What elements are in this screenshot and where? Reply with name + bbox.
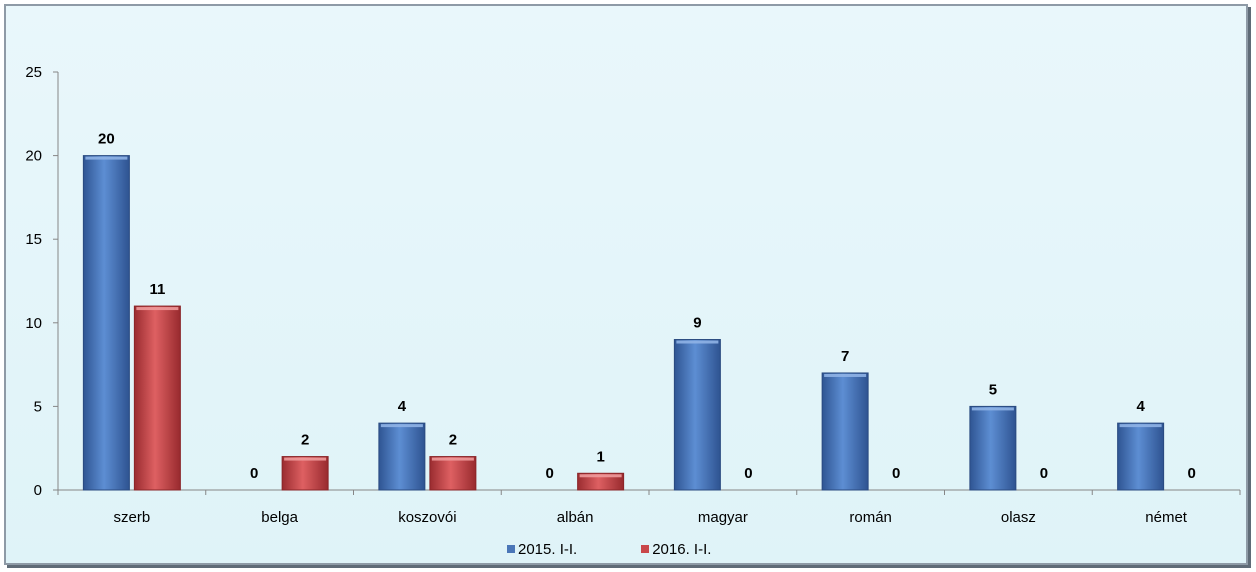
bar-2015 — [82, 155, 130, 491]
category-label: koszovói — [398, 509, 456, 526]
bar-2016 — [281, 456, 329, 491]
bar-2015 — [821, 372, 869, 491]
bar-2015 — [1117, 422, 1165, 491]
bar-highlight — [824, 373, 867, 377]
bar-highlight — [431, 457, 474, 461]
data-label: 4 — [1136, 398, 1145, 415]
y-tick-label: 5 — [34, 398, 42, 415]
data-label: 0 — [744, 465, 752, 482]
bar-2016 — [429, 456, 477, 491]
y-tick-label: 10 — [25, 315, 42, 332]
bar-2016 — [133, 305, 181, 491]
y-tick-label: 0 — [34, 482, 42, 499]
y-tick-label: 20 — [25, 148, 42, 165]
category-label: román — [849, 509, 892, 526]
category-label: magyar — [698, 509, 748, 526]
legend-swatch-2015 — [507, 545, 515, 553]
bar-highlight — [136, 307, 179, 311]
bar-2015 — [673, 339, 721, 491]
bar-2016 — [577, 472, 625, 491]
data-label: 4 — [398, 398, 407, 415]
bar-2015 — [969, 405, 1017, 491]
legend-item-2016: 2016. I-I. — [641, 540, 711, 558]
data-label: 1 — [596, 448, 604, 465]
bar-2015 — [378, 422, 426, 491]
data-label: 0 — [892, 465, 900, 482]
bar-highlight — [676, 340, 719, 344]
data-label: 2 — [449, 432, 457, 449]
y-tick-label: 25 — [25, 64, 42, 81]
data-label: 2 — [301, 432, 309, 449]
legend: 2015. I-I. 2016. I-I. — [507, 540, 711, 558]
data-label: 0 — [250, 465, 258, 482]
category-label: német — [1145, 509, 1188, 526]
category-label: olasz — [1001, 509, 1036, 526]
legend-label-2016: 2016. I-I. — [652, 540, 712, 558]
data-label: 20 — [98, 131, 115, 148]
category-label: szerb — [114, 509, 151, 526]
legend-swatch-2016 — [641, 545, 650, 553]
bar-highlight — [971, 407, 1014, 411]
data-label: 5 — [989, 381, 997, 398]
legend-item-2015: 2015. I-I. — [507, 540, 577, 558]
legend-label-2015: 2015. I-I. — [518, 540, 578, 558]
data-label: 0 — [1187, 465, 1195, 482]
bar-highlight — [579, 474, 622, 478]
data-label: 0 — [1040, 465, 1048, 482]
data-label: 7 — [841, 348, 849, 365]
data-label: 0 — [545, 465, 553, 482]
data-label: 9 — [693, 315, 701, 332]
data-label: 11 — [149, 281, 165, 298]
category-label: belga — [261, 509, 298, 526]
bar-highlight — [85, 156, 128, 160]
category-label: albán — [557, 509, 594, 526]
chart-frame — [4, 4, 1248, 565]
bar-highlight — [284, 457, 327, 461]
bar-highlight — [1119, 424, 1162, 428]
bar-highlight — [380, 424, 423, 428]
y-tick-label: 15 — [25, 231, 42, 248]
